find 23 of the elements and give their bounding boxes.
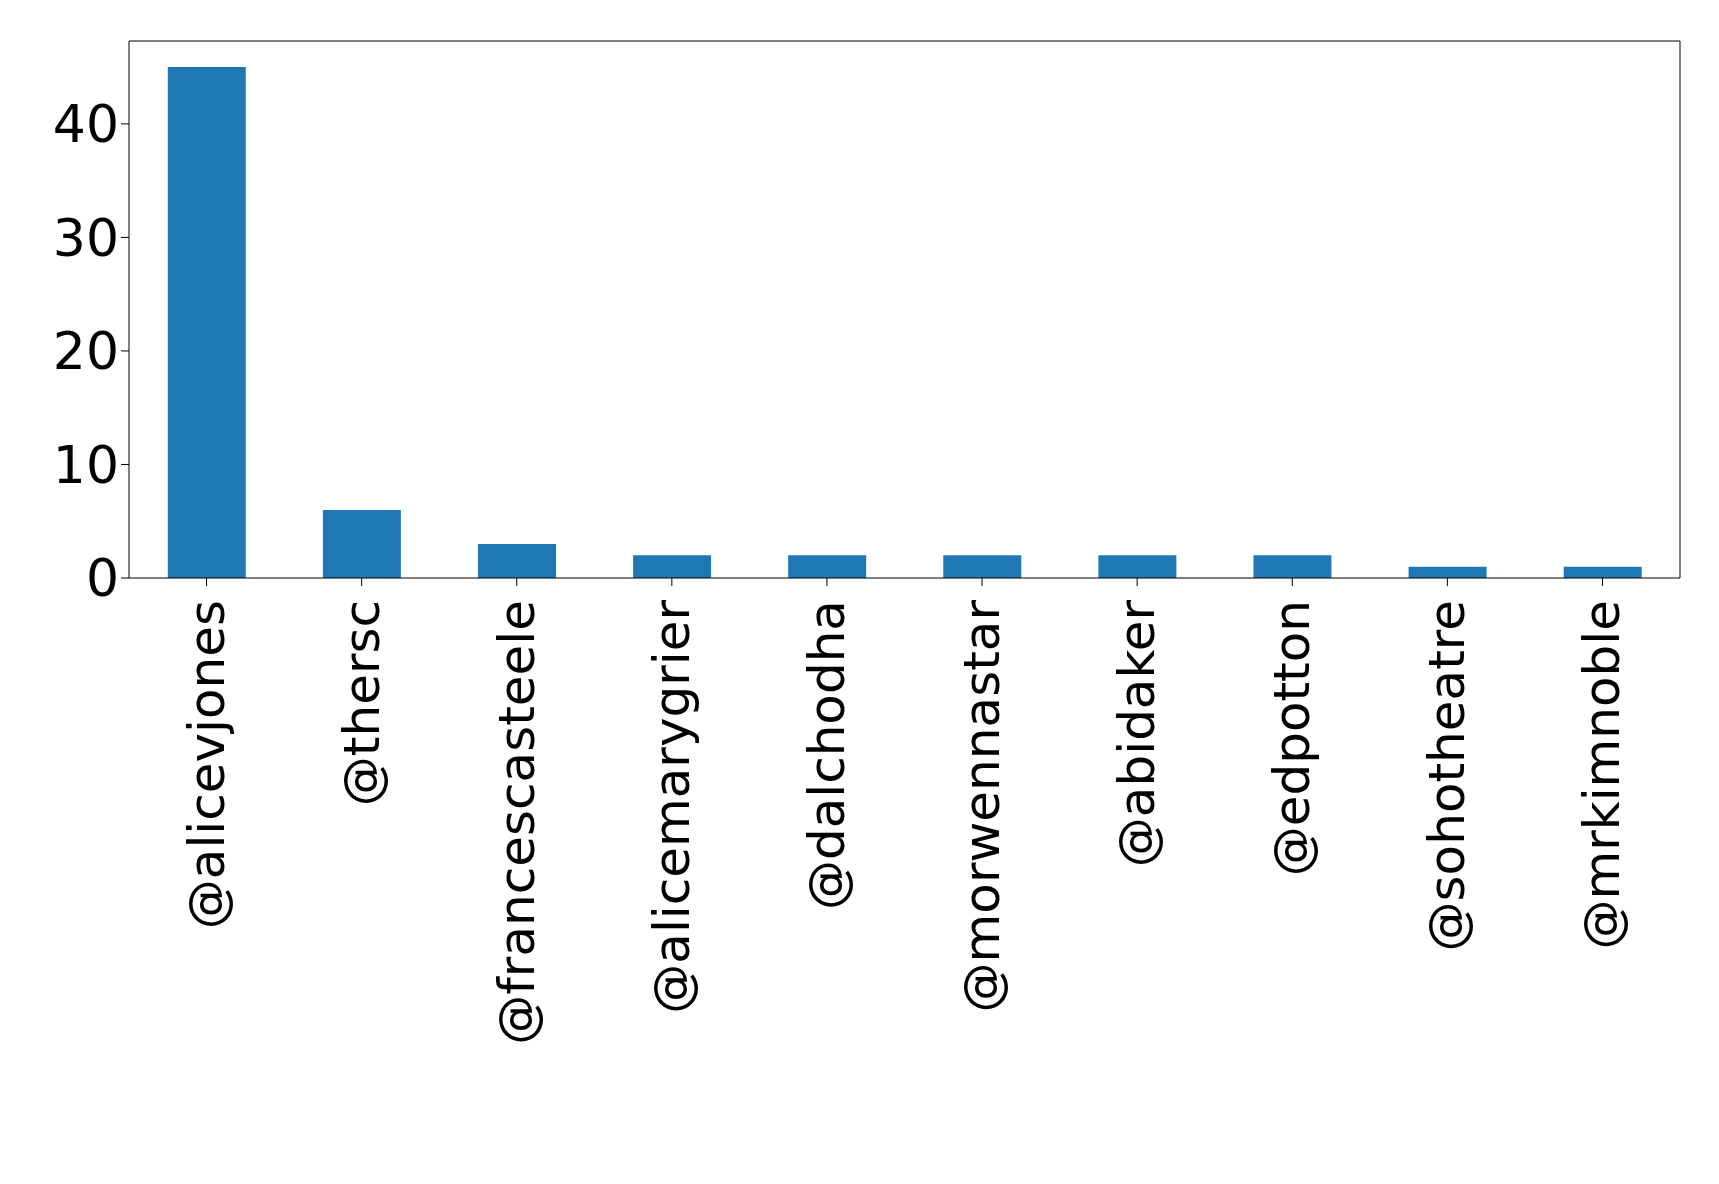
x-tick-label: @alicemarygrier <box>642 599 701 1014</box>
bar <box>1098 555 1177 578</box>
y-tick-label: 30 <box>52 207 119 268</box>
x-tick-label: @alicevjones <box>177 600 236 930</box>
bar <box>167 67 246 578</box>
bar <box>477 543 556 578</box>
y-tick-label: 0 <box>85 548 119 609</box>
y-tick-label: 40 <box>52 94 119 155</box>
x-tick-label: @edpotton <box>1263 600 1322 877</box>
bar <box>943 555 1022 578</box>
x-tick-label: @morwennastar <box>953 599 1012 1013</box>
bar <box>1253 555 1332 578</box>
bar <box>788 555 867 578</box>
x-tick-label: @francescasteele <box>487 600 546 1045</box>
x-tick-label: @sohotheatre <box>1418 600 1477 952</box>
y-tick-label: 20 <box>52 321 119 382</box>
y-tick-label: 10 <box>52 434 119 495</box>
x-tick-label: @thersc <box>332 600 391 807</box>
x-tick-label: @abidaker <box>1108 599 1167 868</box>
bar <box>633 555 712 578</box>
x-tick-label: @dalchodha <box>797 600 856 911</box>
bar <box>322 509 401 578</box>
x-tick-label: @mrkimnoble <box>1573 600 1632 950</box>
